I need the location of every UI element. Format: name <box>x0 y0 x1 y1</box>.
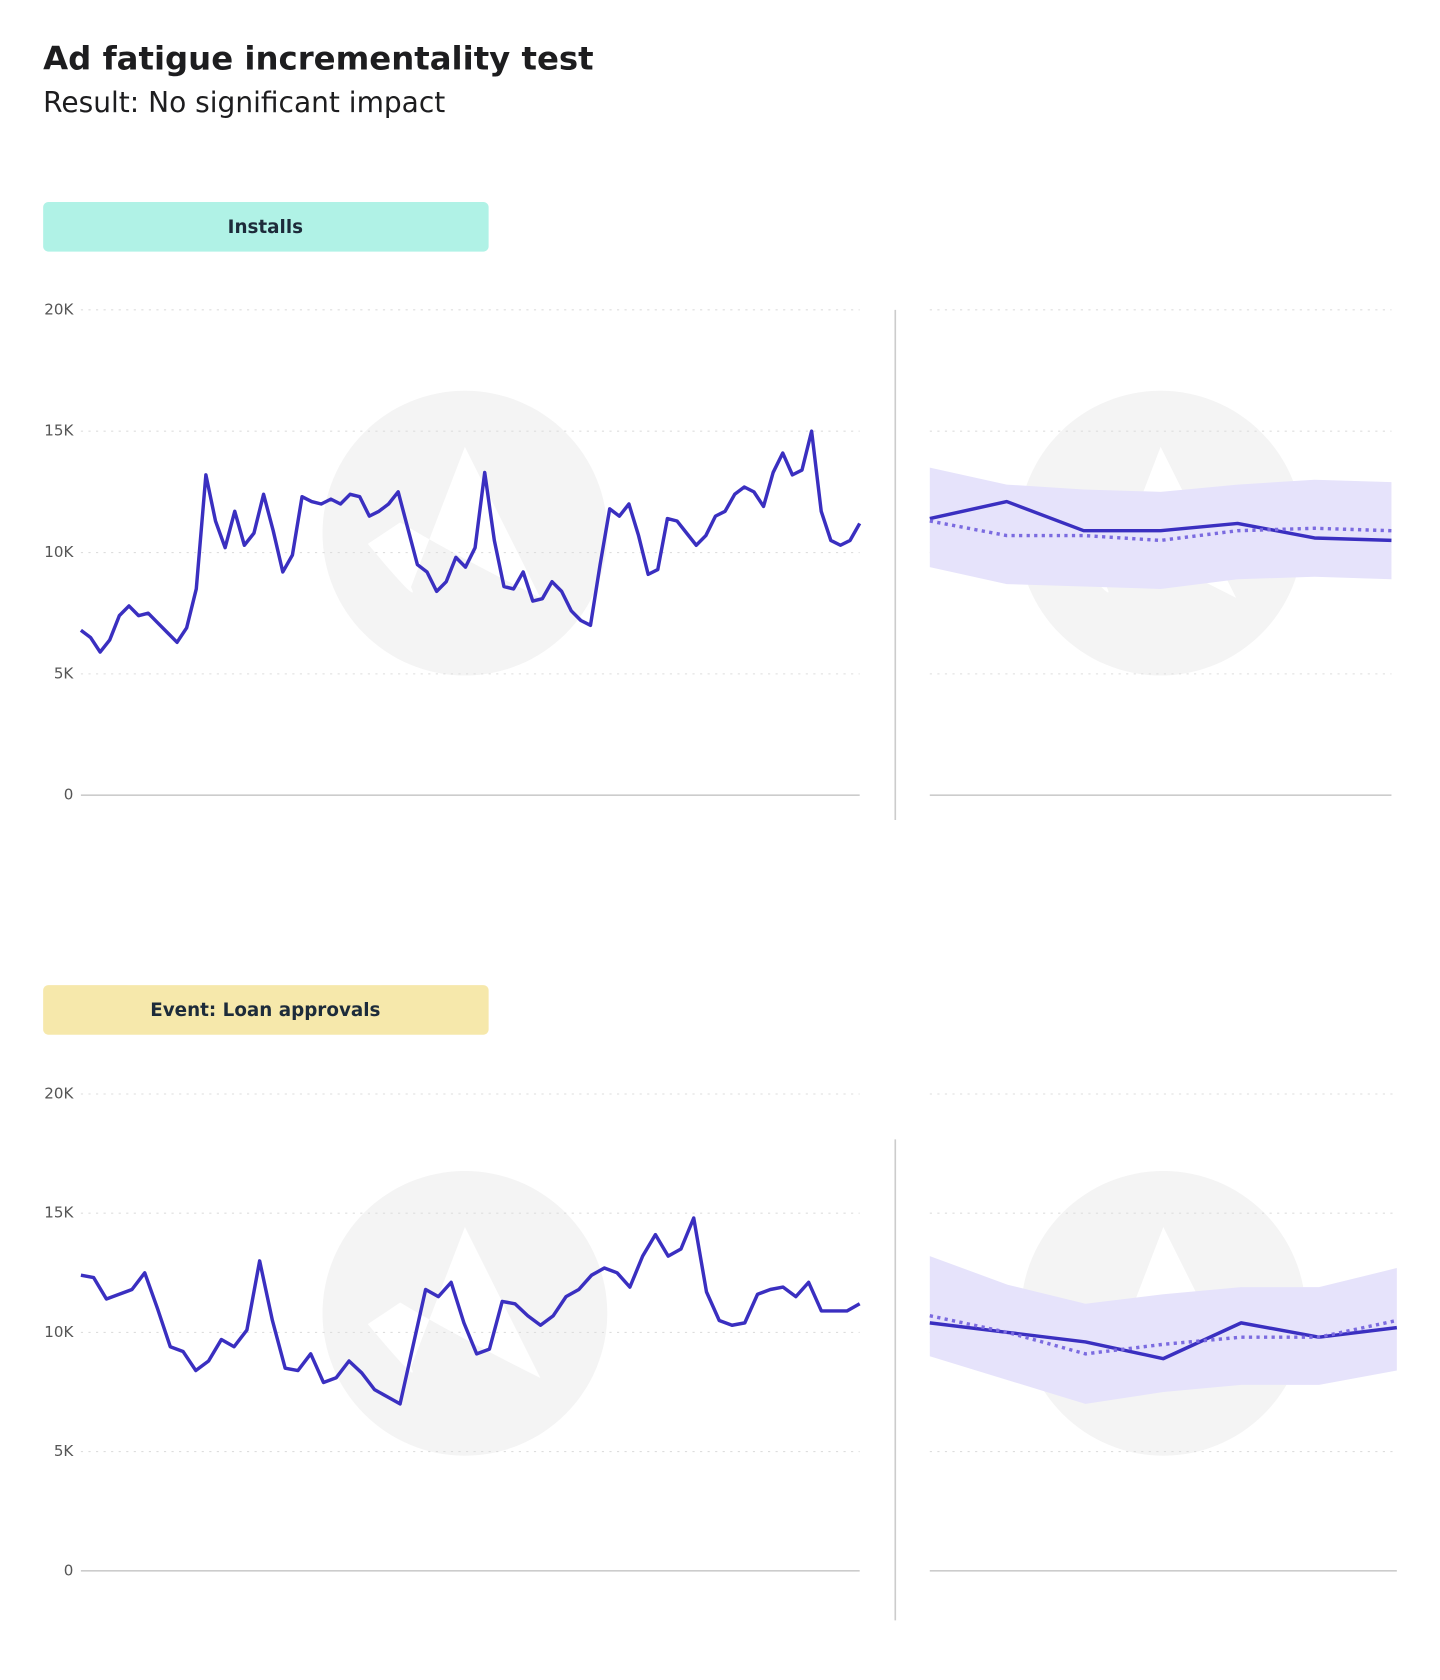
series-line <box>79 429 862 654</box>
section-badge <box>43 201 489 252</box>
page-subtitle: Result: No significant impact <box>43 86 445 119</box>
y-tick-label: 15K <box>44 1204 74 1222</box>
counterfactual-line <box>929 519 1392 543</box>
y-tick-label: 0 <box>64 786 74 804</box>
section-badge <box>43 985 489 1035</box>
page-title: Ad fatigue incrementality test <box>43 40 593 78</box>
y-tick-label: 10K <box>44 1323 74 1341</box>
counterfactual-line <box>929 1314 1398 1356</box>
confidence-band <box>929 1256 1397 1404</box>
watermark-glyph <box>367 1227 541 1379</box>
y-tick-label: 20K <box>44 300 74 318</box>
y-tick-label: 15K <box>44 422 74 440</box>
y-tick-label: 5K <box>54 1442 75 1460</box>
y-tick-label: 0 <box>64 1561 74 1579</box>
y-tick-label: 20K <box>44 1085 74 1103</box>
section-title: Installs <box>228 217 303 238</box>
series-line <box>80 1216 861 1406</box>
section-title: Event: Loan approvals <box>150 1000 380 1021</box>
y-tick-label: 10K <box>44 543 74 561</box>
series-line <box>929 499 1392 543</box>
confidence-band <box>929 467 1392 589</box>
y-tick-label: 5K <box>54 664 75 682</box>
